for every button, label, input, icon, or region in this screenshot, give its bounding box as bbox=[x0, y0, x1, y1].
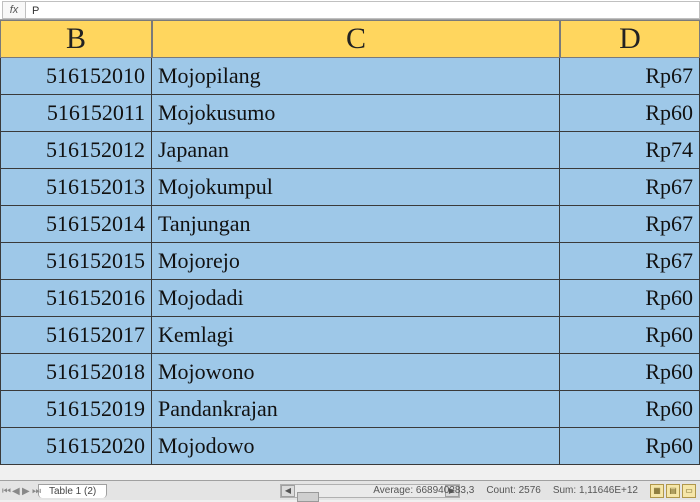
tab-prev-icon[interactable]: ◀ bbox=[12, 486, 20, 496]
table-row: 516152013MojokumpulRp67 bbox=[0, 169, 700, 206]
status-sum-value: 1,11646E+12 bbox=[579, 485, 638, 496]
scroll-left-icon[interactable]: ◀ bbox=[281, 485, 295, 497]
cell-amount[interactable]: Rp60 bbox=[560, 95, 700, 132]
cell-id[interactable]: 516152014 bbox=[0, 206, 152, 243]
tab-nav-icons[interactable]: ⏮ ◀ ▶ ⏭ bbox=[2, 486, 40, 496]
cell-name[interactable]: Mojorejo bbox=[152, 243, 560, 280]
cell-id[interactable]: 516152012 bbox=[0, 132, 152, 169]
column-header-d[interactable]: D bbox=[560, 20, 700, 58]
tab-next-icon[interactable]: ▶ bbox=[22, 486, 30, 496]
cell-amount[interactable]: Rp74 bbox=[560, 132, 700, 169]
cell-amount[interactable]: Rp67 bbox=[560, 206, 700, 243]
cell-amount[interactable]: Rp60 bbox=[560, 354, 700, 391]
spreadsheet-grid: B C D 516152010MojopilangRp67516152011Mo… bbox=[0, 20, 700, 480]
table-row: 516152017KemlagiRp60 bbox=[0, 317, 700, 354]
status-average-value: 668940283,3 bbox=[416, 485, 474, 496]
column-header-b[interactable]: B bbox=[0, 20, 152, 58]
view-break-icon[interactable]: ▭ bbox=[682, 484, 696, 498]
cell-amount[interactable]: Rp67 bbox=[560, 169, 700, 206]
table-row: 516152014TanjunganRp67 bbox=[0, 206, 700, 243]
cell-id[interactable]: 516152020 bbox=[0, 428, 152, 465]
status-bar: Average: 668940283,3 Count: 2576 Sum: 1,… bbox=[373, 484, 696, 498]
status-sum: Sum: 1,11646E+12 bbox=[553, 485, 638, 496]
cell-id[interactable]: 516152015 bbox=[0, 243, 152, 280]
cell-name[interactable]: Mojodadi bbox=[152, 280, 560, 317]
cell-amount[interactable]: Rp60 bbox=[560, 317, 700, 354]
column-header-c[interactable]: C bbox=[152, 20, 560, 58]
status-count: Count: 2576 bbox=[486, 485, 541, 496]
cell-amount[interactable]: Rp60 bbox=[560, 280, 700, 317]
status-average-label: Average: bbox=[373, 485, 413, 496]
table-row: 516152020MojodowoRp60 bbox=[0, 428, 700, 465]
table-row: 516152016MojodadiRp60 bbox=[0, 280, 700, 317]
cell-amount[interactable]: Rp60 bbox=[560, 428, 700, 465]
cell-name[interactable]: Mojokusumo bbox=[152, 95, 560, 132]
status-count-label: Count: bbox=[486, 485, 515, 496]
table-row: 516152019PandankrajanRp60 bbox=[0, 391, 700, 428]
formula-bar: fx P bbox=[0, 0, 700, 20]
status-average: Average: 668940283,3 bbox=[373, 485, 474, 496]
cell-name[interactable]: Tanjungan bbox=[152, 206, 560, 243]
cell-name[interactable]: Mojokumpul bbox=[152, 169, 560, 206]
tab-last-icon[interactable]: ⏭ bbox=[32, 486, 40, 496]
cell-id[interactable]: 516152017 bbox=[0, 317, 152, 354]
table-row: 516152011MojokusumoRp60 bbox=[0, 95, 700, 132]
cell-id[interactable]: 516152016 bbox=[0, 280, 152, 317]
table-row: 516152015MojorejoRp67 bbox=[0, 243, 700, 280]
cell-name[interactable]: Japanan bbox=[152, 132, 560, 169]
status-sum-label: Sum: bbox=[553, 485, 576, 496]
cell-name[interactable]: Mojopilang bbox=[152, 58, 560, 95]
view-page-icon[interactable]: ▤ bbox=[666, 484, 680, 498]
scroll-thumb[interactable] bbox=[297, 492, 319, 502]
cell-amount[interactable]: Rp60 bbox=[560, 391, 700, 428]
tab-first-icon[interactable]: ⏮ bbox=[2, 486, 10, 496]
status-count-value: 2576 bbox=[519, 485, 541, 496]
cell-id[interactable]: 516152010 bbox=[0, 58, 152, 95]
table-row: 516152012JapananRp74 bbox=[0, 132, 700, 169]
fx-icon[interactable]: fx bbox=[2, 1, 26, 19]
table-row: 516152018MojowonoRp60 bbox=[0, 354, 700, 391]
cell-name[interactable]: Mojodowo bbox=[152, 428, 560, 465]
formula-input[interactable]: P bbox=[26, 1, 700, 19]
view-normal-icon[interactable]: ▦ bbox=[650, 484, 664, 498]
view-mode-icons[interactable]: ▦ ▤ ▭ bbox=[650, 484, 696, 498]
cell-id[interactable]: 516152018 bbox=[0, 354, 152, 391]
cell-name[interactable]: Mojowono bbox=[152, 354, 560, 391]
cell-name[interactable]: Kemlagi bbox=[152, 317, 560, 354]
sheet-tab[interactable]: Table 1 (2) bbox=[38, 484, 107, 498]
sheet-tab-bar: ⏮ ◀ ▶ ⏭ Table 1 (2) ◀ ▶ Average: 6689402… bbox=[0, 480, 700, 500]
table-row: 516152010MojopilangRp67 bbox=[0, 58, 700, 95]
data-rows: 516152010MojopilangRp67516152011Mojokusu… bbox=[0, 58, 700, 465]
cell-name[interactable]: Pandankrajan bbox=[152, 391, 560, 428]
cell-amount[interactable]: Rp67 bbox=[560, 58, 700, 95]
cell-id[interactable]: 516152013 bbox=[0, 169, 152, 206]
cell-id[interactable]: 516152011 bbox=[0, 95, 152, 132]
cell-amount[interactable]: Rp67 bbox=[560, 243, 700, 280]
cell-id[interactable]: 516152019 bbox=[0, 391, 152, 428]
column-headers: B C D bbox=[0, 20, 700, 58]
